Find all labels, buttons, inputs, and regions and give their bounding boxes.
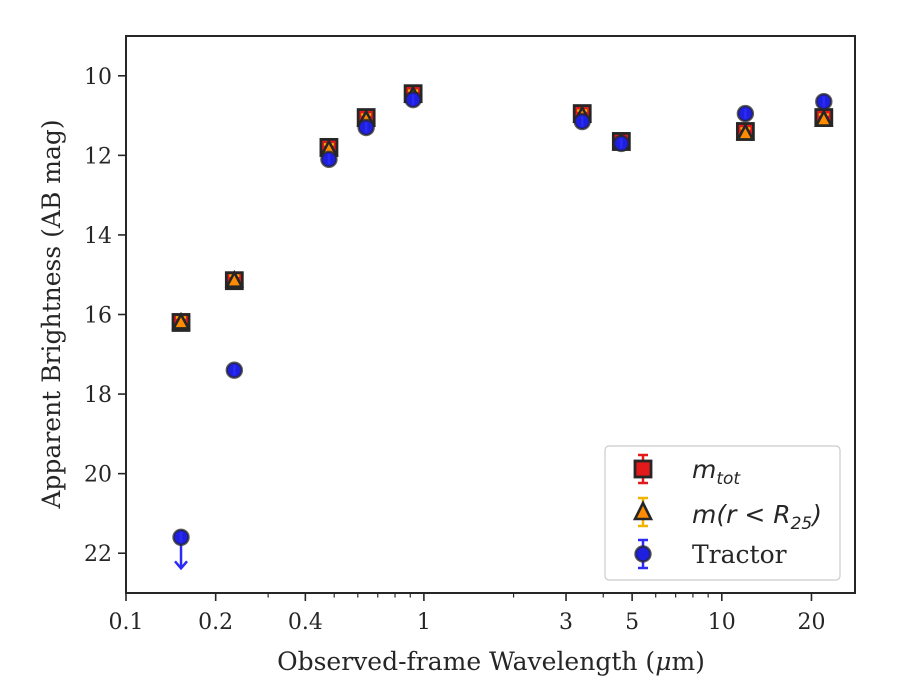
x-tick-label: 5 (625, 610, 639, 635)
data-point-mr25 (814, 108, 834, 127)
x-axis-label: Observed-frame Wavelength (μm) (277, 647, 705, 676)
legend-label-mr25: m(r < R25) (692, 500, 822, 534)
x-tick-label: 0.2 (198, 610, 233, 635)
legend-label-tractor: Tractor (692, 540, 787, 569)
y-tick-label: 14 (84, 224, 112, 249)
legend: mtot m(r < R25) Tractor (604, 445, 841, 581)
x-tick-label: 1 (417, 610, 431, 635)
x-tick-label: 3 (559, 610, 573, 635)
legend-marker-tractor (634, 545, 652, 563)
y-tick-label: 10 (84, 65, 112, 90)
data-point-mr25 (735, 122, 756, 141)
x-tick-label: 0.1 (109, 610, 144, 635)
legend-label-mtot: mtot (692, 455, 741, 489)
x-tick-label: 20 (797, 610, 825, 635)
data-point-mr25 (224, 269, 244, 288)
y-tick-label: 20 (84, 463, 112, 488)
legend-marker-mr25 (632, 500, 654, 521)
x-tick-label: 10 (708, 610, 736, 635)
legend-markers (632, 453, 654, 570)
y-tick-label: 18 (84, 383, 112, 408)
data-point-mr25 (171, 311, 191, 330)
y-axis-label: Apparent Brightness (AB mag) (37, 119, 66, 509)
data-points (171, 84, 834, 571)
legend-marker-mtot (633, 459, 653, 479)
upper-limit-arrowhead (174, 560, 188, 571)
x-tick-label: 0.4 (288, 610, 323, 635)
legend-box (604, 445, 841, 581)
axes: 0.1 0.2 0.4 1 3 5 10 20 10 12 14 16 18 20 22 (84, 35, 856, 635)
y-tick-label: 16 (84, 304, 112, 329)
y-tick-label: 12 (84, 144, 112, 169)
series-tractor (172, 90, 833, 571)
y-tick-label: 22 (84, 542, 112, 567)
